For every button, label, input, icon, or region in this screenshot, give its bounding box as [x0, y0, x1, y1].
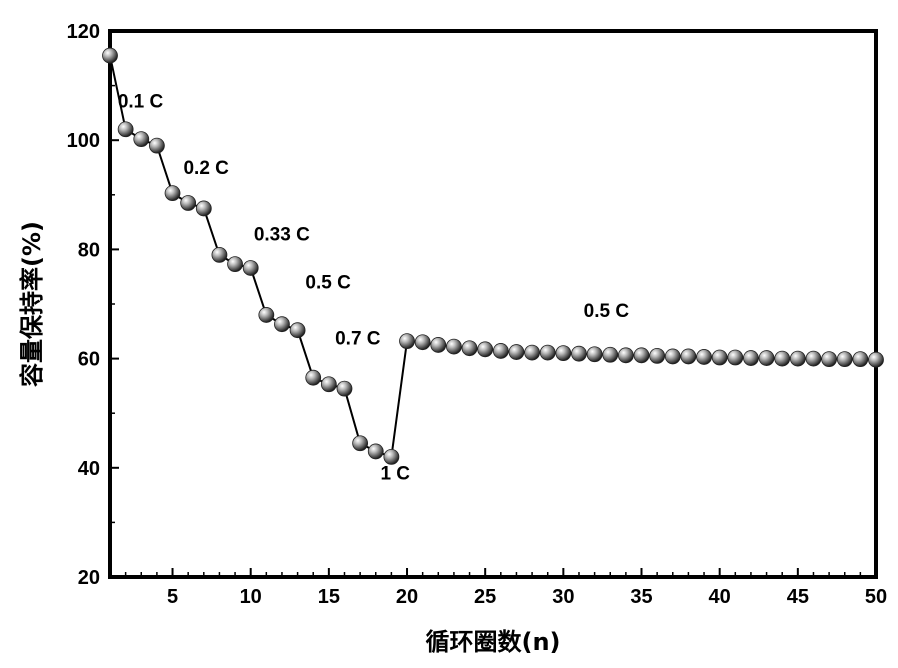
- x-tick-label: 25: [474, 586, 496, 608]
- x-tick-label: 5: [167, 586, 178, 608]
- data-point: [508, 344, 525, 360]
- y-tick-label: 60: [78, 349, 100, 371]
- data-markers: [102, 47, 884, 465]
- data-point: [774, 350, 791, 367]
- rate-label: 0.1 C: [118, 91, 164, 112]
- data-point: [414, 334, 431, 351]
- data-point: [617, 347, 634, 364]
- x-tick-label: 15: [318, 586, 340, 608]
- data-point: [852, 351, 869, 368]
- rate-label: 0.33 C: [254, 225, 310, 246]
- data-point: [461, 340, 478, 357]
- data-point: [211, 246, 228, 263]
- y-tick-label: 100: [67, 130, 100, 152]
- x-tick-label: 20: [396, 586, 418, 608]
- data-point: [148, 137, 165, 154]
- axis-ticks: 5 10 15 20 25 30 35 40 45 50 20 40 60 80 100 120: [67, 21, 888, 608]
- data-point: [805, 350, 822, 367]
- data-point: [242, 260, 259, 276]
- data-point: [758, 350, 775, 366]
- data-point: [868, 351, 884, 368]
- data-point: [586, 346, 603, 363]
- y-tick-label: 40: [78, 458, 100, 480]
- rate-label: 0.2 C: [183, 158, 229, 179]
- y-tick-label: 20: [78, 567, 100, 589]
- data-point: [117, 121, 134, 138]
- data-point: [399, 333, 415, 350]
- x-tick-label: 40: [709, 586, 731, 608]
- data-point: [664, 348, 681, 365]
- data-point: [336, 380, 353, 397]
- x-axis-label: 循环圈数(n): [425, 628, 560, 656]
- data-point: [571, 345, 587, 362]
- x-tick-label: 45: [787, 586, 809, 608]
- data-point: [539, 344, 556, 361]
- data-point: [180, 195, 197, 211]
- rate-label: 0.5 C: [584, 301, 630, 322]
- data-point: [430, 337, 447, 353]
- plot-area: [108, 29, 878, 579]
- y-axis-label: 容量保持率(%): [18, 221, 46, 387]
- data-point: [789, 350, 806, 367]
- data-point: [227, 256, 243, 273]
- y-tick-label: 120: [67, 21, 100, 43]
- data-point: [305, 369, 322, 386]
- data-point: [164, 185, 181, 202]
- plot-frame: [108, 29, 878, 579]
- x-tick-label: 50: [865, 586, 887, 608]
- x-tick-label: 30: [552, 586, 574, 608]
- data-point: [743, 350, 759, 366]
- data-point: [367, 443, 384, 460]
- data-point: [258, 307, 275, 323]
- data-point: [524, 344, 540, 361]
- data-point: [320, 376, 337, 393]
- data-point: [711, 349, 728, 366]
- data-point: [680, 348, 697, 365]
- data-point: [602, 346, 619, 363]
- data-point: [102, 47, 118, 64]
- data-point: [383, 448, 400, 465]
- rate-label: 1 C: [380, 463, 410, 484]
- rate-label: 0.5 C: [305, 273, 351, 294]
- x-tick-label: 35: [630, 586, 652, 608]
- rate-annotations: 0.1 C 0.2 C 0.33 C 0.5 C 0.7 C 1 C 0.5 C: [118, 91, 630, 484]
- data-point: [727, 349, 744, 366]
- data-point: [133, 131, 150, 148]
- data-point: [633, 347, 650, 364]
- data-point: [836, 351, 853, 368]
- y-tick-label: 80: [78, 239, 100, 261]
- data-point: [477, 341, 494, 358]
- data-point: [352, 435, 369, 452]
- data-point: [446, 338, 462, 355]
- data-point: [821, 351, 838, 368]
- data-point: [649, 347, 666, 364]
- data-point: [696, 349, 712, 365]
- data-point: [289, 322, 306, 339]
- x-tick-label: 10: [240, 586, 262, 608]
- rate-label: 0.7 C: [335, 328, 381, 349]
- data-point: [555, 345, 572, 362]
- data-point: [492, 343, 509, 359]
- data-point: [195, 200, 212, 217]
- data-point: [274, 316, 290, 333]
